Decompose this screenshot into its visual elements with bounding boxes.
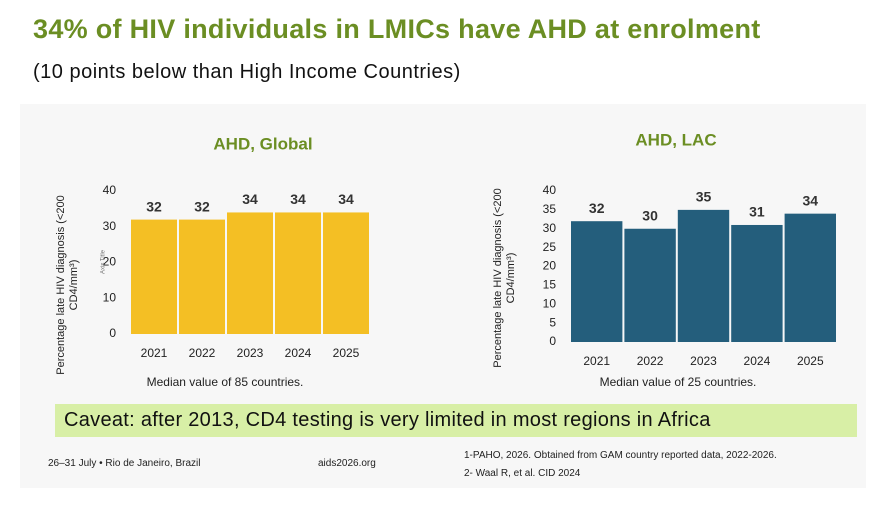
value-label: 32 (146, 198, 162, 214)
reference: 2- Waal R, et al. CID 2024 (464, 468, 581, 479)
reference: 1-PAHO, 2026. Obtained from GAM country … (464, 450, 777, 461)
chart-title: AHD, Global (213, 134, 312, 153)
y-tick-label: 0 (109, 326, 116, 340)
x-tick-label: 2022 (637, 354, 664, 368)
bar (571, 221, 623, 342)
value-label: 34 (242, 191, 258, 207)
value-label: 34 (338, 191, 354, 207)
chart-note: Median value of 25 countries. (600, 375, 757, 389)
y-tick-label: 15 (543, 278, 557, 292)
y-tick-label: 0 (549, 334, 556, 348)
slide-title: 34% of HIV individuals in LMICs have AHD… (33, 14, 761, 44)
value-label: 35 (696, 189, 712, 205)
y-tick-label: 10 (103, 290, 117, 304)
value-label: 32 (589, 200, 605, 216)
x-tick-label: 2024 (285, 346, 312, 360)
y-tick-label: 20 (103, 255, 117, 269)
bar (784, 213, 836, 342)
value-label: 31 (749, 204, 765, 220)
y-tick-label: 35 (543, 202, 557, 216)
footer-site: aids2026.org (318, 458, 376, 469)
slide-subtitle: (10 points below than High Income Countr… (33, 61, 461, 83)
chart-note: Median value of 85 countries. (147, 375, 304, 389)
bar (227, 212, 273, 334)
value-label: 34 (803, 192, 819, 208)
bar (275, 212, 321, 334)
axis-title: Axis Title (101, 249, 107, 274)
x-tick-label: 2025 (333, 346, 360, 360)
chart-title: AHD, LAC (635, 130, 716, 149)
caveat: Caveat: after 2013, CD4 testing is very … (55, 404, 857, 437)
y-tick-label: 20 (543, 259, 557, 273)
x-tick-label: 2023 (237, 346, 264, 360)
value-label: 30 (642, 207, 658, 223)
bar (731, 224, 783, 342)
y-tick-label: 40 (543, 183, 557, 197)
value-label: 34 (290, 191, 306, 207)
bar (179, 219, 225, 334)
y-tick-label: 25 (543, 240, 557, 254)
bar (323, 212, 369, 334)
y-tick-label: 10 (543, 296, 557, 310)
x-tick-label: 2021 (141, 346, 168, 360)
x-tick-label: 2024 (744, 354, 771, 368)
footer-event: 26–31 July • Rio de Janeiro, Brazil (48, 458, 201, 469)
x-tick-label: 2021 (583, 354, 610, 368)
y-tick-label: 30 (103, 219, 117, 233)
value-label: 32 (194, 198, 210, 214)
y-tick-label: 5 (549, 315, 556, 329)
y-tick-label: 40 (103, 183, 117, 197)
x-tick-label: 2022 (189, 346, 216, 360)
bar (131, 219, 177, 334)
x-tick-label: 2025 (797, 354, 824, 368)
x-tick-label: 2023 (690, 354, 717, 368)
bar (677, 209, 730, 342)
y-tick-label: 30 (543, 221, 557, 235)
bar (624, 228, 676, 342)
